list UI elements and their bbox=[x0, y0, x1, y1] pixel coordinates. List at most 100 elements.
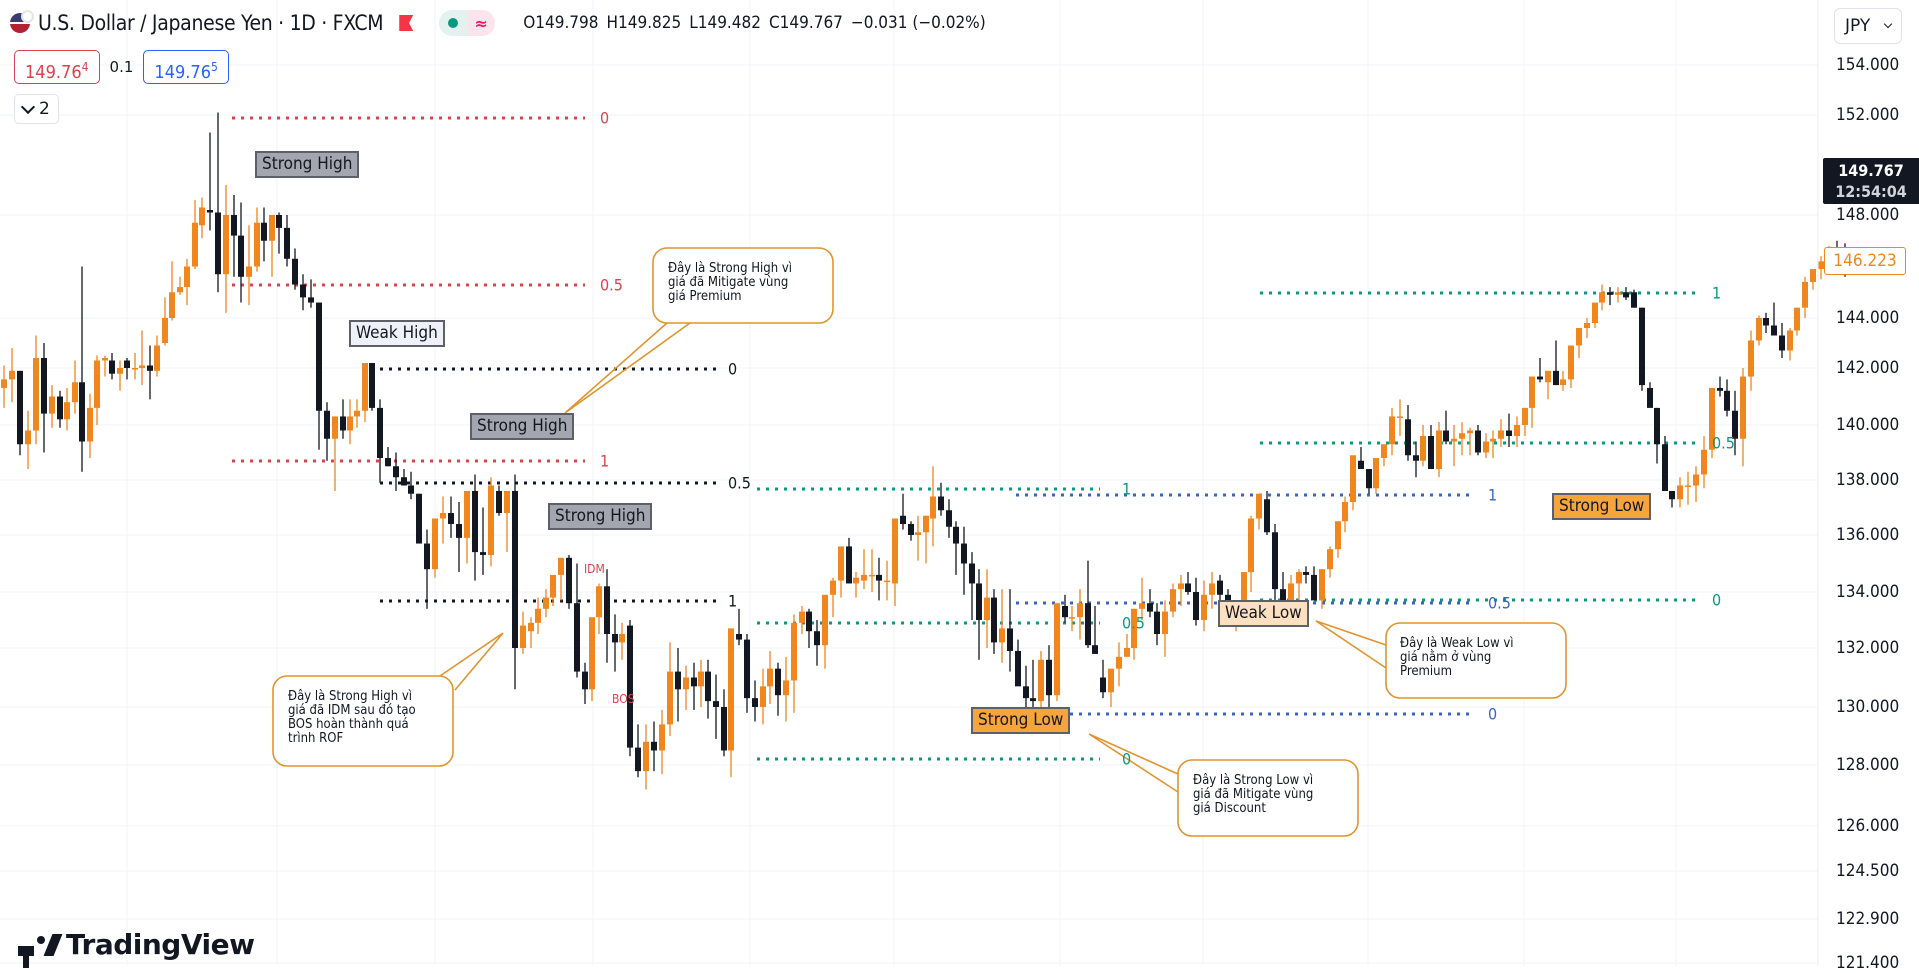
candle bbox=[1272, 524, 1278, 604]
sell-price: 149.76 bbox=[25, 62, 82, 83]
structure-label[interactable]: Strong High bbox=[548, 503, 653, 530]
candle bbox=[72, 360, 78, 414]
candle bbox=[49, 385, 55, 428]
candle bbox=[1296, 569, 1302, 604]
candle bbox=[1217, 574, 1223, 604]
candle bbox=[246, 225, 252, 306]
candle bbox=[1584, 318, 1590, 338]
candle bbox=[1193, 577, 1199, 626]
candle bbox=[1451, 425, 1457, 467]
candle bbox=[1490, 430, 1496, 458]
price-tick-label: 126.000 bbox=[1836, 816, 1900, 836]
candle bbox=[393, 452, 399, 491]
price-tick-label: 134.000 bbox=[1836, 582, 1900, 602]
indicators-toggle-button[interactable]: 2 bbox=[14, 94, 59, 124]
candle bbox=[1366, 469, 1372, 494]
candle bbox=[1560, 370, 1566, 391]
structure-label[interactable]: Strong Low bbox=[1552, 493, 1652, 520]
callout-shapes[interactable] bbox=[272, 247, 1567, 837]
candle bbox=[938, 482, 944, 516]
flag-marker-icon[interactable] bbox=[399, 15, 414, 31]
candle bbox=[1639, 307, 1645, 391]
structure-label[interactable]: Weak Low bbox=[1218, 600, 1309, 627]
candle bbox=[713, 674, 719, 739]
price-tick-label: 138.000 bbox=[1836, 470, 1900, 490]
candle bbox=[1459, 422, 1465, 456]
structure-label[interactable]: Strong Low bbox=[971, 707, 1071, 734]
chevron-down-icon bbox=[1883, 19, 1893, 28]
alert-price-badge[interactable]: 146.223 bbox=[1824, 247, 1906, 275]
price-tick-label: 152.000 bbox=[1836, 105, 1900, 125]
callout-box[interactable] bbox=[652, 247, 834, 324]
candle bbox=[582, 662, 588, 705]
tradingview-mark-icon bbox=[18, 933, 63, 968]
candle bbox=[574, 563, 580, 678]
buy-button[interactable]: 149.765 bbox=[143, 50, 229, 84]
chart-header: U.S. Dollar / Japanese Yen · 1D · FXCM ≈… bbox=[10, 8, 994, 38]
candle bbox=[721, 689, 727, 757]
candle bbox=[558, 557, 564, 601]
candle bbox=[1529, 376, 1535, 428]
structure-label[interactable]: Weak High bbox=[349, 320, 445, 347]
candle bbox=[1389, 407, 1395, 456]
symbol-title[interactable]: U.S. Dollar / Japanese Yen · 1D · FXCM bbox=[38, 11, 384, 35]
price-tick-label: 154.000 bbox=[1836, 55, 1900, 75]
structure-label[interactable]: Strong High bbox=[255, 151, 360, 178]
candle bbox=[223, 185, 229, 313]
candle bbox=[814, 620, 820, 666]
candle bbox=[1662, 436, 1668, 491]
tradingview-wordmark: TradingView bbox=[66, 928, 255, 961]
candle bbox=[984, 569, 990, 648]
candle bbox=[1475, 425, 1481, 456]
candle bbox=[464, 491, 470, 564]
candle bbox=[728, 628, 734, 778]
candle bbox=[651, 721, 657, 772]
fib-level-label: 0 bbox=[1122, 749, 1132, 769]
sell-button[interactable]: 149.764 bbox=[14, 50, 100, 84]
fibonacci-retracements[interactable] bbox=[232, 116, 1700, 761]
candle bbox=[354, 399, 360, 428]
candle bbox=[408, 471, 414, 500]
candle bbox=[347, 399, 353, 445]
candle bbox=[440, 496, 446, 544]
candle bbox=[424, 529, 430, 609]
candle bbox=[1069, 606, 1075, 632]
candle bbox=[535, 597, 541, 634]
price-tick-label: 142.000 bbox=[1836, 358, 1900, 378]
candle bbox=[472, 474, 478, 581]
price-tick-label: 132.000 bbox=[1836, 638, 1900, 658]
candle bbox=[1436, 422, 1442, 478]
tradingview-logo[interactable]: TradingView bbox=[18, 928, 255, 968]
price-tick-label: 121.400 bbox=[1836, 953, 1900, 973]
candle bbox=[1038, 650, 1044, 713]
candle bbox=[1740, 368, 1746, 467]
callout-box[interactable] bbox=[272, 675, 454, 767]
callout-text: Đây là Strong Low vì giá đã Mitigate vùng… bbox=[1193, 773, 1314, 816]
candle bbox=[284, 215, 290, 267]
candle bbox=[488, 477, 494, 567]
callout-pointer bbox=[1315, 620, 1387, 669]
callout-text: Đây là Strong High vì giá đã Mitigate vùn… bbox=[668, 261, 793, 304]
callout-pointer bbox=[1088, 733, 1179, 793]
price-tick-label: 128.000 bbox=[1836, 755, 1900, 775]
market-status-pill[interactable]: ≈ bbox=[439, 10, 496, 36]
candle bbox=[589, 617, 595, 702]
candle bbox=[1327, 546, 1333, 578]
candle bbox=[1185, 572, 1191, 595]
bar-countdown: 12:54:04 bbox=[1835, 182, 1907, 201]
candle bbox=[946, 499, 952, 538]
candle bbox=[1248, 515, 1254, 592]
indicators-count: 2 bbox=[39, 99, 50, 119]
candle bbox=[900, 493, 906, 530]
candle bbox=[64, 387, 70, 431]
candle bbox=[276, 212, 282, 254]
candle bbox=[1405, 405, 1411, 461]
structure-label[interactable]: Strong High bbox=[470, 413, 575, 440]
candle bbox=[1483, 433, 1489, 458]
currency-select[interactable]: JPY bbox=[1834, 8, 1902, 44]
callout-box[interactable] bbox=[1385, 622, 1567, 699]
callout-box[interactable] bbox=[1177, 759, 1359, 837]
candle bbox=[308, 279, 314, 308]
candle bbox=[783, 656, 789, 722]
